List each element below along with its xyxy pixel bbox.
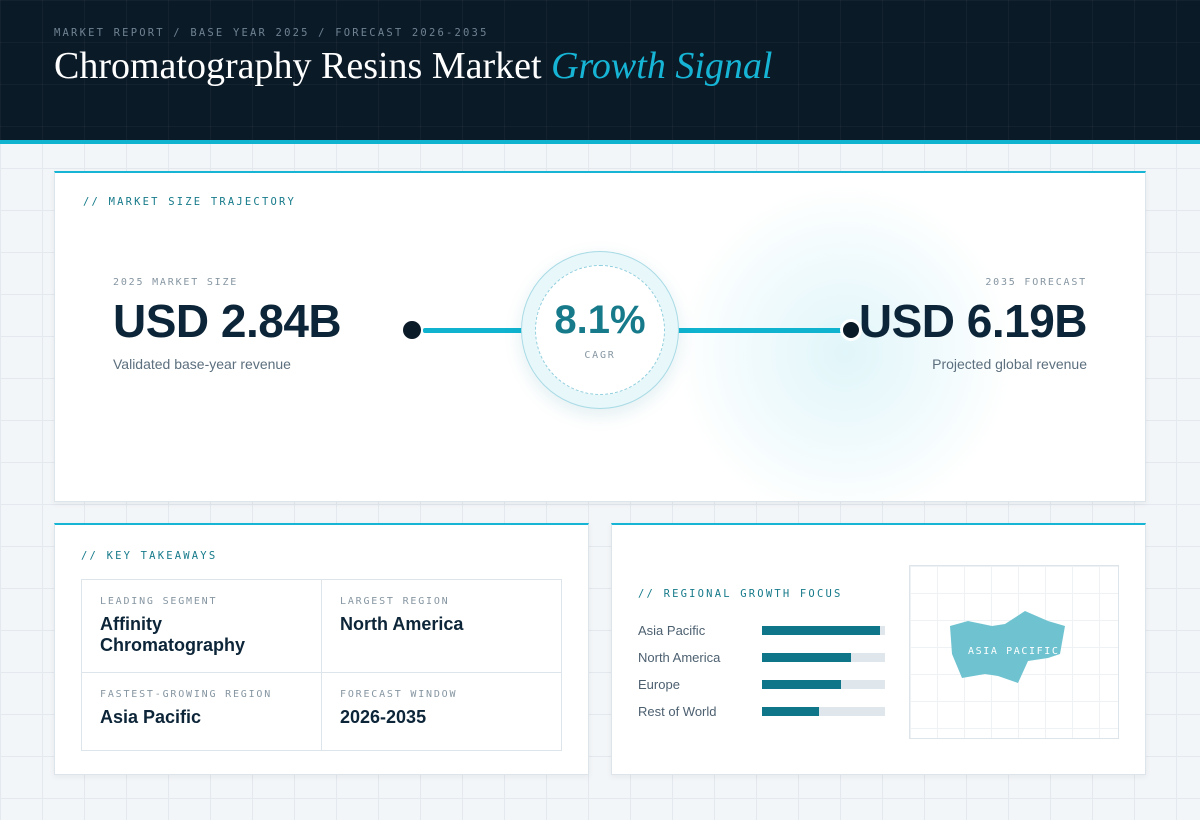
takeaway-value: North America — [340, 614, 464, 634]
section-label-trajectory: // MARKET SIZE TRAJECTORY — [83, 196, 297, 208]
takeaway-largest-region: LARGEST REGION North America — [322, 580, 561, 673]
cagr-value: 8.1% — [554, 298, 646, 342]
cagr-label: CAGR — [584, 350, 616, 361]
takeaway-label: LEADING SEGMENT — [100, 596, 218, 607]
region-row: Asia Pacific — [638, 617, 888, 644]
section-label-takeaways: // KEY TAKEAWAYS — [81, 550, 218, 562]
takeaway-fastest-region: FASTEST-GROWING REGION Asia Pacific — [82, 673, 322, 750]
region-name: Europe — [638, 677, 680, 692]
glow-decoration — [675, 183, 1015, 501]
end-stat-value: USD 6.19B — [858, 295, 1088, 347]
region-map: ASIA PACIFIC — [909, 565, 1119, 739]
region-bar-track — [762, 626, 885, 635]
page-title-accent: Growth Signal — [551, 45, 773, 87]
end-stat-label: 2035 FORECAST — [985, 277, 1087, 288]
region-bar-track — [762, 680, 885, 689]
takeaway-label: LARGEST REGION — [340, 596, 450, 607]
asia-pacific-map-shape — [950, 611, 1065, 683]
start-stat: 2025 MARKET SIZE USD 2.84B Validated bas… — [113, 277, 342, 372]
takeaways-card: // KEY TAKEAWAYS LEADING SEGMENT Affinit… — [54, 523, 589, 775]
page-title-main: Chromatography Resins Market — [54, 45, 542, 87]
start-stat-label: 2025 MARKET SIZE — [113, 277, 239, 288]
end-dot — [840, 319, 862, 341]
start-stat-caption: Validated base-year revenue — [113, 356, 291, 372]
takeaway-label: FORECAST WINDOW — [340, 689, 458, 700]
cagr-badge: 8.1% CAGR — [521, 251, 679, 409]
region-bar-fill — [762, 680, 841, 689]
region-bar-fill — [762, 707, 819, 716]
region-bar-track — [762, 707, 885, 716]
start-stat-value: USD 2.84B — [113, 295, 342, 347]
section-label-regional: // REGIONAL GROWTH FOCUS — [638, 588, 843, 600]
region-name: Asia Pacific — [638, 623, 706, 638]
takeaways-grid: LEADING SEGMENT Affinity Chromatography … — [81, 579, 562, 751]
takeaway-value: Asia Pacific — [100, 707, 202, 727]
end-stat-caption: Projected global revenue — [932, 356, 1087, 372]
region-bar-track — [762, 653, 885, 662]
start-dot — [403, 321, 421, 339]
end-stat: 2035 FORECAST USD 6.19B Projected global… — [858, 277, 1088, 372]
takeaway-forecast-window: FORECAST WINDOW 2026-2035 — [322, 673, 561, 750]
region-row: North America — [638, 644, 888, 671]
page-title: Chromatography Resins Market Growth Sign… — [54, 44, 772, 88]
page-header: MARKET REPORT / BASE YEAR 2025 / FORECAS… — [0, 0, 1200, 144]
region-name: Rest of World — [638, 704, 717, 719]
takeaway-value: Affinity Chromatography — [100, 614, 246, 655]
takeaway-leading-segment: LEADING SEGMENT Affinity Chromatography — [82, 580, 322, 673]
region-list: Asia Pacific North America Europe Rest o… — [638, 617, 888, 725]
region-name: North America — [638, 650, 721, 665]
cagr-badge-inner: 8.1% CAGR — [535, 265, 665, 395]
regional-card: // REGIONAL GROWTH FOCUS Asia Pacific No… — [611, 523, 1146, 775]
trajectory-card: // MARKET SIZE TRAJECTORY 2025 MARKET SI… — [54, 171, 1146, 502]
region-bar-fill — [762, 653, 851, 662]
map-region-label: ASIA PACIFIC — [968, 646, 1060, 657]
region-bar-fill — [762, 626, 881, 635]
takeaway-value: 2026-2035 — [340, 707, 427, 727]
region-row: Rest of World — [638, 698, 888, 725]
breadcrumb: MARKET REPORT / BASE YEAR 2025 / FORECAS… — [54, 27, 489, 39]
region-row: Europe — [638, 671, 888, 698]
takeaway-label: FASTEST-GROWING REGION — [100, 689, 273, 700]
